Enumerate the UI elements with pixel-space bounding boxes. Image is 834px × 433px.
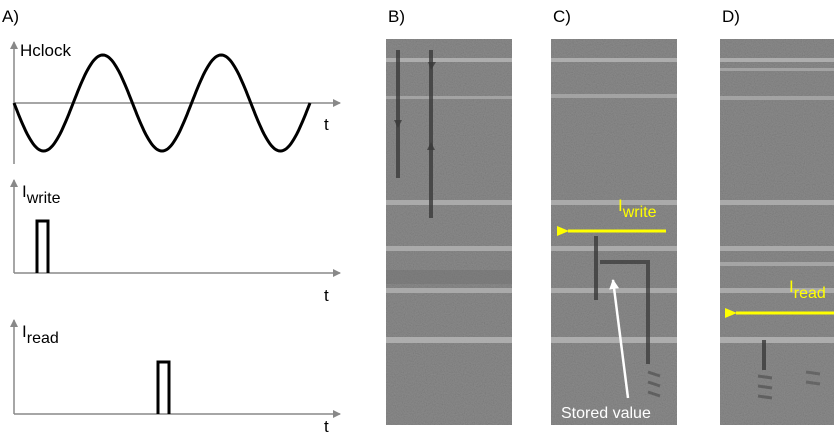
clock-y-label: Hclock bbox=[20, 41, 72, 60]
read-x-label: t bbox=[324, 417, 329, 433]
c-stored-label: Stored value bbox=[561, 405, 651, 422]
write-y-label-main: I bbox=[22, 182, 27, 201]
panel-c-label: C) bbox=[553, 7, 571, 26]
clock-x-label: t bbox=[324, 115, 329, 134]
write-plot: Iwrite t bbox=[10, 179, 341, 305]
d-read-label: Iread bbox=[789, 277, 826, 302]
write-y-label: Iwrite bbox=[22, 182, 61, 207]
c-write-label: Iwrite bbox=[618, 196, 657, 221]
write-y-label-sub: write bbox=[26, 190, 61, 207]
d-read-label-sub: read bbox=[794, 285, 826, 302]
clock-plot: Hclock t bbox=[10, 41, 341, 164]
panel-a-label: A) bbox=[2, 7, 19, 26]
c-stored-arrow bbox=[609, 279, 630, 399]
c-write-label-main: I bbox=[618, 196, 623, 215]
micrograph-b bbox=[386, 39, 512, 425]
panel-b-label: B) bbox=[388, 7, 405, 26]
clock-wave bbox=[12, 53, 312, 153]
read-y-label-sub: read bbox=[27, 330, 59, 347]
panel-d-label: D) bbox=[722, 7, 740, 26]
d-read-label-main: I bbox=[789, 277, 794, 296]
read-plot: Iread t bbox=[10, 319, 341, 433]
read-y-label: Iread bbox=[22, 322, 59, 347]
c-write-label-sub: write bbox=[622, 204, 657, 221]
read-y-label-main: I bbox=[22, 322, 27, 341]
write-x-label: t bbox=[324, 286, 329, 305]
micrograph-d bbox=[720, 39, 834, 425]
read-pulse bbox=[156, 360, 171, 414]
write-pulse bbox=[35, 219, 50, 273]
